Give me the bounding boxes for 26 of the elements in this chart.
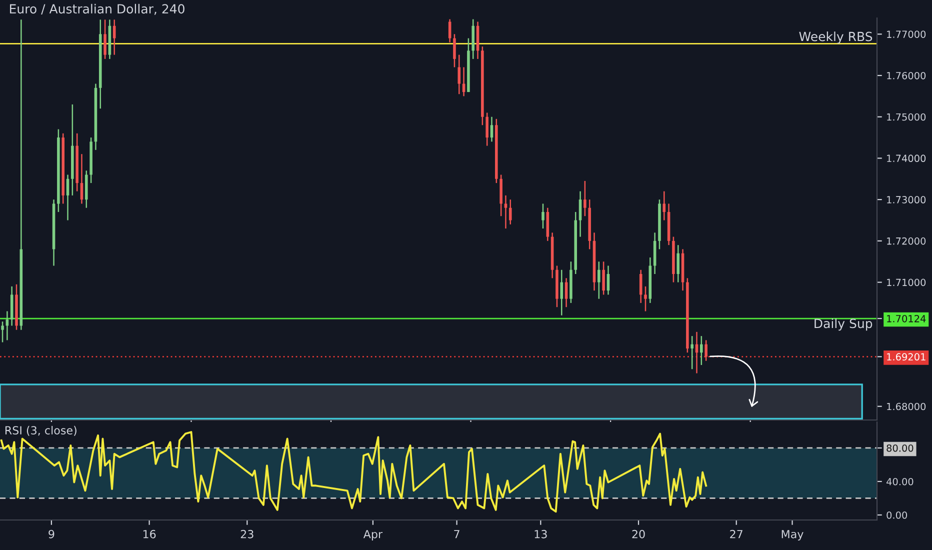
y-tick-label: 1.74000 [887,154,926,162]
y-tick-label: 1.69201 [887,353,926,361]
ref-line-label: Weekly RBS [799,32,872,44]
y-tick-label: 1.68000 [887,402,926,410]
x-tick-label: 20 [632,530,645,538]
x-tick-label: May [782,530,804,540]
x-tick-label: 16 [143,530,156,538]
x-tick-label: 9 [48,530,54,538]
y-tick-label: 1.72000 [887,237,926,245]
x-tick-label: Apr [363,530,383,540]
y-tick-label: 1.73000 [887,196,926,204]
x-tick-label: 23 [240,530,254,538]
y-tick-label: 1.71000 [887,278,926,286]
y-tick-label: 1.70124 [887,314,926,322]
chart-title: Euro / Australian Dollar, 240 [10,4,184,15]
x-tick-label: 7 [454,530,460,538]
x-tick-label: 27 [730,530,742,538]
y-tick-label: 1.77000 [887,30,926,38]
x-tick-label: 13 [534,530,547,538]
ref-line-label: Daily Sup [814,318,872,331]
y-tick-label: 40.00 [886,478,914,486]
chart-title: RSI (3, close) [5,426,76,436]
y-tick-label: 80.00 [886,444,914,452]
y-tick-label: 1.76000 [887,72,926,80]
y-tick-label: 1.75000 [887,113,926,121]
y-tick-label: 0.00 [886,511,908,519]
